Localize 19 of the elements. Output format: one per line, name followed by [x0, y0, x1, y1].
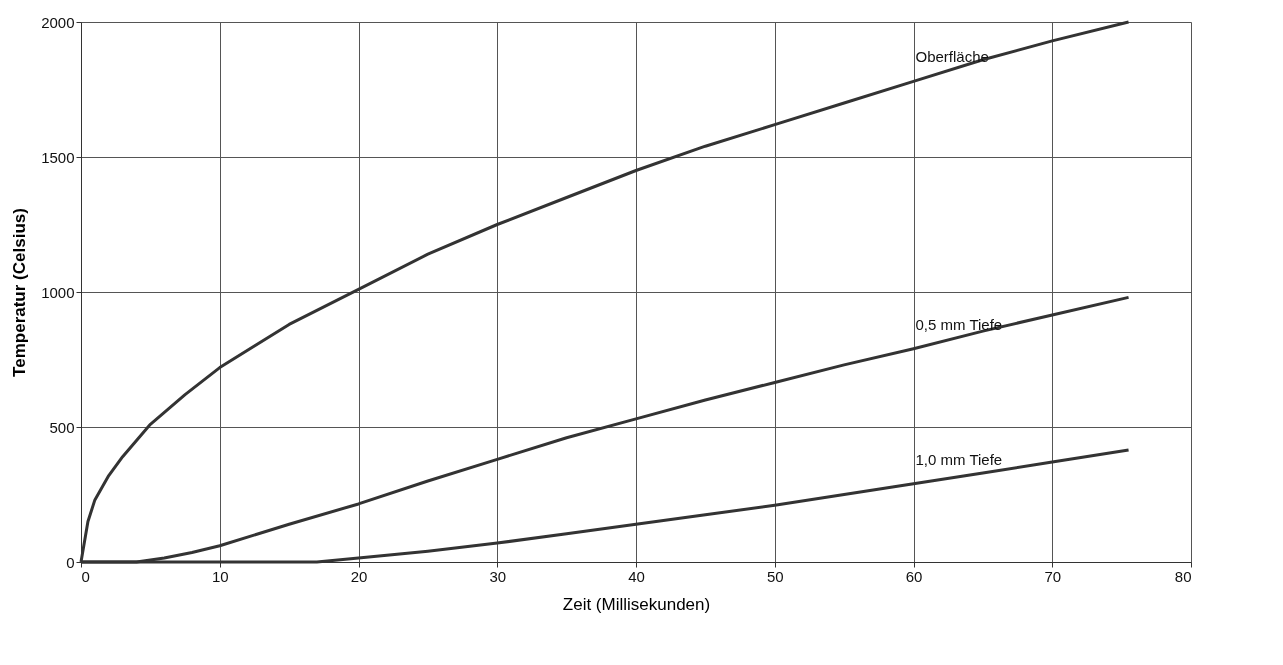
series-label: 1,0 mm Tiefe	[915, 450, 1003, 468]
series-label: 0,5 mm Tiefe	[915, 315, 1003, 333]
x-tick-label: 30	[489, 567, 507, 585]
x-tick-label: 60	[905, 567, 923, 585]
x-tick-label: 40	[628, 567, 645, 585]
x-tick-label: 10	[211, 567, 229, 585]
y-tick-label: 2000	[41, 13, 75, 31]
x-tick-label: 80	[1174, 567, 1192, 585]
y-axis-title: Temperatur (Celsius)	[10, 208, 30, 377]
x-tick-label: 20	[350, 567, 368, 585]
y-tick-label: 0	[66, 553, 75, 571]
x-tick-label: 0	[81, 567, 90, 585]
y-tick-label: 1500	[41, 148, 75, 166]
x-axis-title: Zeit (Millisekunden)	[562, 594, 711, 614]
x-tick-label: 70	[1044, 567, 1062, 585]
y-tick-label: 500	[49, 418, 75, 436]
y-tick-label: 1000	[41, 283, 75, 301]
x-tick-label: 50	[766, 567, 784, 585]
series-label: Oberfläche	[915, 48, 989, 66]
